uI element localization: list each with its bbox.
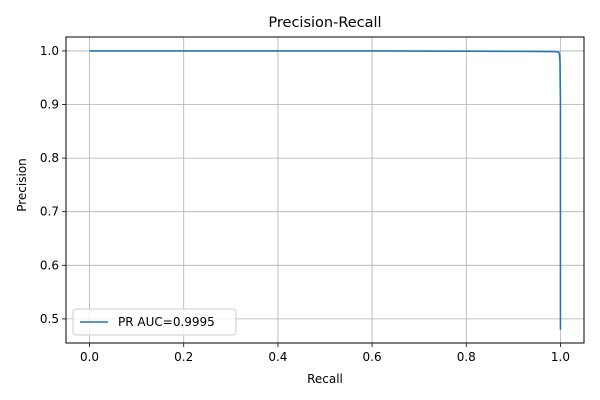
legend-box xyxy=(72,308,237,336)
x-tick-label: 0.8 xyxy=(457,350,476,364)
y-tick-label: 0.8 xyxy=(40,151,59,165)
x-tick-label: 0.2 xyxy=(174,350,193,364)
chart-title: Precision-Recall xyxy=(268,15,381,31)
y-axis-ticks: 0.5 0.6 0.7 0.8 0.9 1.0 xyxy=(40,44,66,326)
x-tick-label: 0.6 xyxy=(363,350,382,364)
y-tick-label: 0.6 xyxy=(40,258,59,272)
series-layer xyxy=(89,50,562,330)
x-axis-ticks: 0.0 0.2 0.4 0.6 0.8 1.0 xyxy=(80,343,570,364)
legend: PR AUC=0.9995 xyxy=(72,308,237,336)
y-tick-label: 0.7 xyxy=(40,205,59,219)
x-tick-label: 0.0 xyxy=(80,350,99,364)
x-tick-label: 1.0 xyxy=(551,350,570,364)
series-line xyxy=(89,50,562,330)
x-axis-label: Recall xyxy=(307,372,343,386)
plot-frame xyxy=(65,36,585,344)
x-tick-label: 0.4 xyxy=(268,350,287,364)
y-tick-label: 0.5 xyxy=(40,312,59,326)
y-tick-label: 1.0 xyxy=(40,44,59,58)
y-tick-label: 0.9 xyxy=(40,98,59,112)
y-axis-label: Precision xyxy=(15,158,29,212)
legend-label: PR AUC=0.9995 xyxy=(118,315,215,329)
